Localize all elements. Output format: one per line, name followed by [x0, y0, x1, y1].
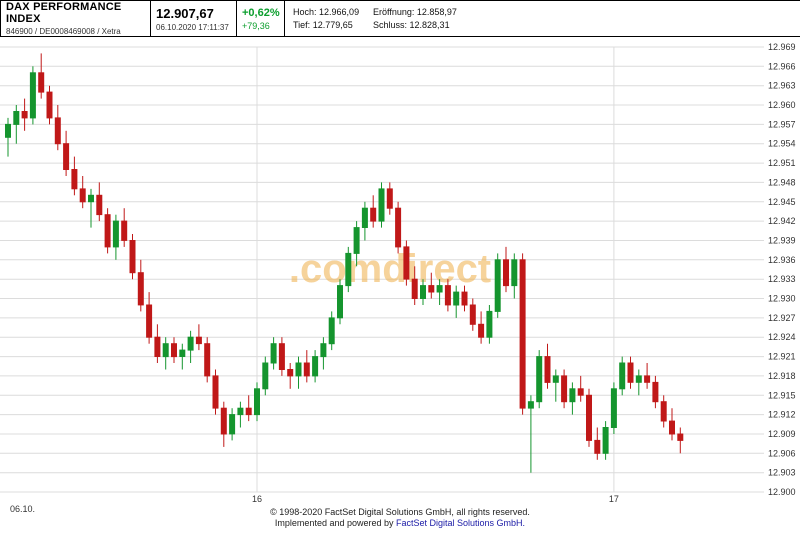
hoch-label: Hoch:: [293, 6, 317, 17]
svg-text:17: 17: [609, 494, 619, 504]
svg-text:12.915: 12.915: [768, 390, 796, 400]
powered-prefix: Implemented and powered by: [274, 518, 396, 529]
eroeffnung-pair: Eröffnung: 12.858,97: [373, 7, 457, 17]
svg-text:06.10.: 06.10.: [10, 504, 35, 514]
copyright-line: © 1998-2020 FactSet Digital Solutions Gm…: [270, 506, 530, 517]
factset-link[interactable]: FactSet Digital Solutions GmbH.: [396, 518, 526, 529]
svg-text:12.951: 12.951: [768, 158, 796, 168]
tief-pair: Tief: 12.779,65: [293, 19, 373, 32]
svg-text:12.930: 12.930: [768, 294, 796, 304]
svg-text:12.966: 12.966: [768, 61, 796, 71]
change-percent: +0,62%: [242, 6, 280, 19]
svg-text:12.900: 12.900: [768, 487, 796, 497]
svg-text:12.969: 12.969: [768, 42, 796, 52]
tief-label: Tief:: [293, 19, 311, 30]
quote-header: DAX PERFORMANCE INDEX 846900 / DE0008469…: [0, 0, 800, 37]
powered-line: Implemented and powered by FactSet Digit…: [0, 518, 800, 530]
svg-text:12.906: 12.906: [768, 448, 796, 458]
last-price: 12.907,67: [156, 5, 214, 21]
schluss-pair: Schluss: 12.828,31: [373, 20, 450, 30]
tief-value: 12.779,65: [312, 19, 353, 30]
stats-row-2: Tief: 12.779,65 Schluss: 12.828,31: [293, 19, 457, 32]
svg-text:.comdirect: .comdirect: [289, 247, 491, 291]
chart-area: 12.969 12.966 12.963 12.960 12.957 12.954 12.9…: [0, 37, 800, 517]
chart-footer: © 1998-2020 FactSet Digital Solutions Gm…: [0, 507, 800, 530]
instrument-identifiers: 846900 / DE0008469008 / Xetra: [6, 27, 121, 36]
svg-text:12.960: 12.960: [768, 100, 796, 110]
svg-text:12.927: 12.927: [768, 313, 796, 323]
quote-timestamp: 06.10.2020 17:11:37: [156, 22, 229, 32]
svg-text:12.957: 12.957: [768, 119, 796, 129]
change-block: +0,62% +79,36: [237, 1, 285, 36]
change-absolute: +79,36: [242, 20, 270, 31]
price-chart: 12.969 12.966 12.963 12.960 12.957 12.954 12.9…: [0, 42, 796, 514]
instrument-name: DAX PERFORMANCE INDEX: [6, 1, 122, 25]
eroeffnung-value: 12.858,97: [416, 6, 457, 17]
svg-text:16: 16: [252, 494, 262, 504]
schluss-value: 12.828,31: [409, 19, 450, 30]
ohlc-stats: Hoch: 12.966,09 Eröffnung: 12.858,97 Tief…: [285, 1, 462, 36]
svg-text:12.924: 12.924: [768, 332, 796, 342]
hoch-pair: Hoch: 12.966,09: [293, 6, 373, 19]
stats-row-1: Hoch: 12.966,09 Eröffnung: 12.858,97: [293, 6, 457, 19]
svg-text:12.918: 12.918: [768, 371, 796, 381]
svg-text:12.903: 12.903: [768, 468, 796, 478]
price-block: 12.907,67 06.10.2020 17:11:37: [151, 1, 237, 36]
eroeffnung-label: Eröffnung:: [373, 6, 415, 17]
instrument-info: DAX PERFORMANCE INDEX 846900 / DE0008469…: [1, 1, 151, 36]
svg-text:12.963: 12.963: [768, 81, 796, 91]
svg-text:12.912: 12.912: [768, 410, 796, 420]
svg-text:12.921: 12.921: [768, 352, 796, 362]
svg-text:12.933: 12.933: [768, 274, 796, 284]
hoch-value: 12.966,09: [319, 6, 360, 17]
svg-text:12.942: 12.942: [768, 216, 796, 226]
svg-text:12.945: 12.945: [768, 197, 796, 207]
schluss-label: Schluss:: [373, 19, 408, 30]
svg-text:12.939: 12.939: [768, 236, 796, 246]
svg-text:12.954: 12.954: [768, 139, 796, 149]
svg-text:12.948: 12.948: [768, 177, 796, 187]
svg-text:12.936: 12.936: [768, 255, 796, 265]
svg-text:12.909: 12.909: [768, 429, 796, 439]
